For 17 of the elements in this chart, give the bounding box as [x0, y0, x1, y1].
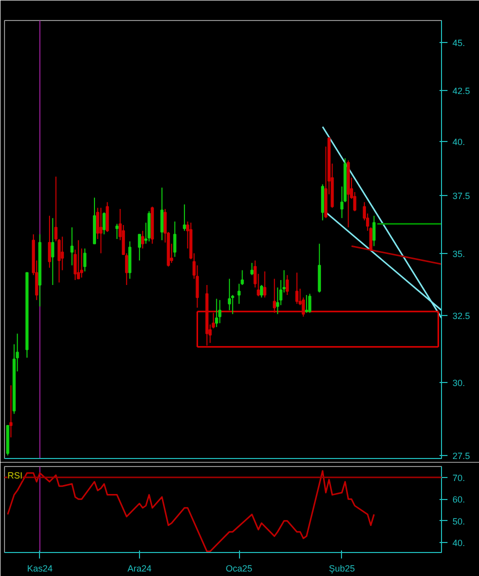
y-tick-label: 27.5	[452, 450, 470, 461]
y-tick-label: 42.5	[452, 86, 470, 96]
y-tick-label: 40.	[452, 136, 466, 147]
x-tick-label: Kas24	[27, 564, 53, 574]
y-tick-label: 37.5	[452, 190, 470, 201]
chart-title: RSI	[8, 470, 23, 480]
y-tick-label: 40.	[452, 538, 466, 548]
x-tick-label: Ara24	[127, 564, 152, 574]
x-tick-label: Oca25	[226, 564, 252, 574]
y-tick-label: 30.	[452, 378, 466, 388]
y-tick-label: 60.	[452, 494, 466, 505]
y-tick-label: 32.5	[452, 310, 470, 321]
y-tick-label: 45.	[452, 38, 466, 48]
y-tick-label: 70.	[452, 472, 466, 483]
y-tick-label: 50.	[452, 516, 466, 526]
y-tick-label: 35.	[452, 248, 466, 259]
x-tick-label: Şub25	[328, 564, 355, 574]
